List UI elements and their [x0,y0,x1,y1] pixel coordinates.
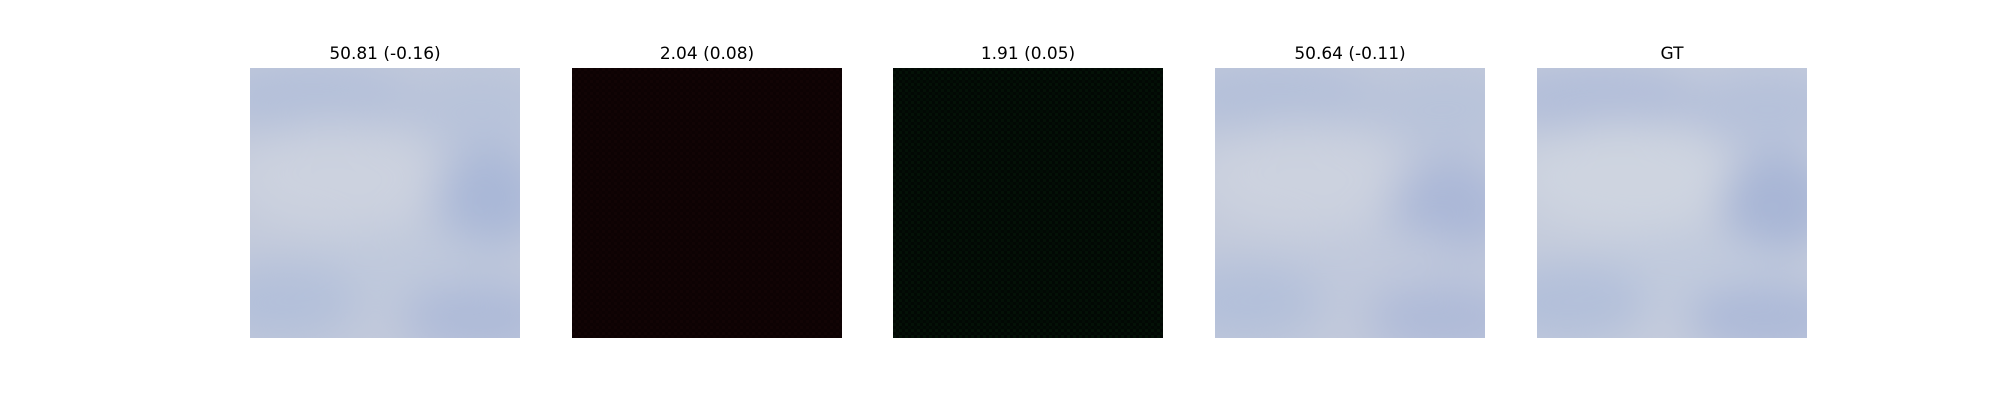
panel-image-dark [572,68,842,338]
panel-title: 1.91 (0.05) [980,44,1076,64]
panel-prediction-4: 50.64 (-0.11) [1215,40,1485,338]
panel-ground-truth: GT [1537,40,1807,338]
panel-image-cloudy-sky [1215,68,1485,338]
panel-title: 50.64 (-0.11) [1294,44,1406,64]
panel-title: GT [1660,44,1684,64]
panel-prediction-1: 50.81 (-0.16) [250,40,520,338]
panel-prediction-3: 1.91 (0.05) [893,40,1163,338]
panel-title: 2.04 (0.08) [659,44,755,64]
panel-image-cloudy-sky [1537,68,1807,338]
panel-prediction-2: 2.04 (0.08) [572,40,842,338]
panel-image-cloudy-sky [250,68,520,338]
panel-image-dark [893,68,1163,338]
panel-title: 50.81 (-0.16) [329,44,441,64]
